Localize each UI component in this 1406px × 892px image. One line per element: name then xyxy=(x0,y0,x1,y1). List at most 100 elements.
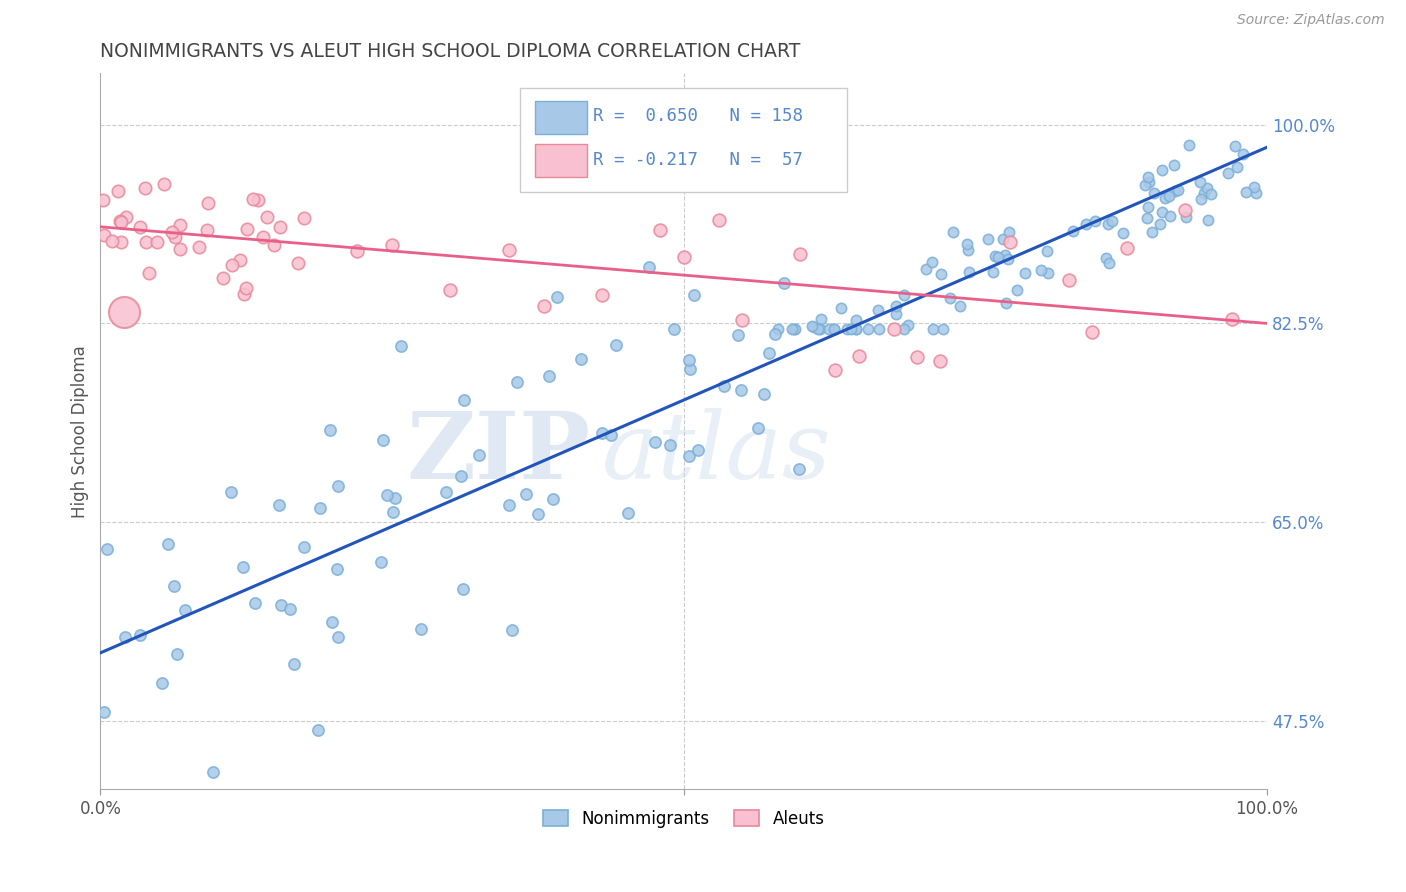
Point xyxy=(1220,312,1243,326)
Point xyxy=(835,322,858,336)
Point xyxy=(845,313,868,327)
Point xyxy=(1081,325,1104,339)
Point xyxy=(591,425,613,440)
Point xyxy=(1164,184,1187,198)
Point xyxy=(228,252,250,267)
Point xyxy=(1084,214,1107,228)
Point xyxy=(1225,160,1247,174)
Point xyxy=(108,213,131,227)
Point xyxy=(1188,175,1211,189)
Point xyxy=(1159,188,1181,202)
Point xyxy=(1036,244,1059,258)
Point xyxy=(883,322,905,336)
Point xyxy=(1159,209,1181,223)
Point xyxy=(307,723,329,738)
Point xyxy=(1201,186,1223,201)
Point xyxy=(453,392,475,407)
Point xyxy=(252,230,274,244)
Point xyxy=(129,628,152,642)
Point xyxy=(110,215,132,229)
Point xyxy=(949,299,972,313)
FancyBboxPatch shape xyxy=(536,102,586,135)
Point xyxy=(152,177,174,191)
Point xyxy=(922,322,945,336)
Point xyxy=(824,363,846,377)
Point xyxy=(803,320,825,334)
Point xyxy=(1135,178,1157,192)
Point xyxy=(682,287,704,301)
Point xyxy=(267,498,290,512)
Point xyxy=(384,491,406,505)
Point xyxy=(929,267,952,281)
Point xyxy=(848,350,870,364)
Point xyxy=(868,322,890,336)
Point xyxy=(783,322,806,336)
Point xyxy=(915,262,938,277)
Point xyxy=(1243,179,1265,194)
Point xyxy=(197,223,219,237)
Point xyxy=(800,318,823,333)
Point xyxy=(370,555,392,569)
Point xyxy=(326,630,349,644)
Point xyxy=(263,237,285,252)
Point xyxy=(96,542,118,557)
Point xyxy=(939,291,962,305)
Point xyxy=(381,238,404,252)
Point xyxy=(830,301,852,315)
Point xyxy=(381,505,404,519)
Point xyxy=(101,234,124,248)
Point xyxy=(129,220,152,235)
Point xyxy=(537,369,560,384)
Point xyxy=(91,193,114,207)
Point xyxy=(527,507,550,521)
Point xyxy=(991,232,1014,246)
Point xyxy=(1005,284,1028,298)
Point xyxy=(808,322,831,336)
Point xyxy=(591,288,613,302)
Point xyxy=(346,244,368,258)
Point xyxy=(997,252,1019,267)
Point xyxy=(707,213,730,227)
Point xyxy=(287,256,309,270)
Point xyxy=(114,630,136,644)
Point xyxy=(434,484,457,499)
Point xyxy=(1097,218,1119,232)
Point xyxy=(605,338,627,352)
Point xyxy=(1197,180,1219,194)
Point xyxy=(768,322,790,336)
Point xyxy=(1029,263,1052,277)
Point xyxy=(977,232,1000,246)
Point xyxy=(932,322,955,336)
Point xyxy=(983,249,1005,263)
Point xyxy=(1062,224,1084,238)
Point xyxy=(174,602,197,616)
Point xyxy=(242,192,264,206)
FancyBboxPatch shape xyxy=(520,87,846,192)
Point xyxy=(256,211,278,225)
Point xyxy=(219,484,242,499)
Point xyxy=(1094,252,1116,266)
Point xyxy=(114,210,136,224)
Point xyxy=(160,225,183,239)
Point xyxy=(763,327,786,342)
Point xyxy=(236,221,259,235)
Point xyxy=(1142,225,1164,239)
Point xyxy=(845,322,868,336)
Point xyxy=(506,375,529,389)
Point xyxy=(659,438,682,452)
Text: R = -0.217   N =  57: R = -0.217 N = 57 xyxy=(593,151,803,169)
Text: R =  0.650   N = 158: R = 0.650 N = 158 xyxy=(593,107,803,125)
Point xyxy=(921,255,943,269)
Point xyxy=(600,428,623,442)
Point xyxy=(1136,211,1159,226)
Point xyxy=(1234,185,1257,199)
Point xyxy=(451,582,474,596)
Point xyxy=(983,265,1005,279)
Point xyxy=(1014,266,1036,280)
Point xyxy=(107,184,129,198)
Point xyxy=(569,351,592,366)
Point xyxy=(1136,200,1159,214)
Point xyxy=(247,194,270,208)
Point xyxy=(713,379,735,393)
Point xyxy=(152,675,174,690)
